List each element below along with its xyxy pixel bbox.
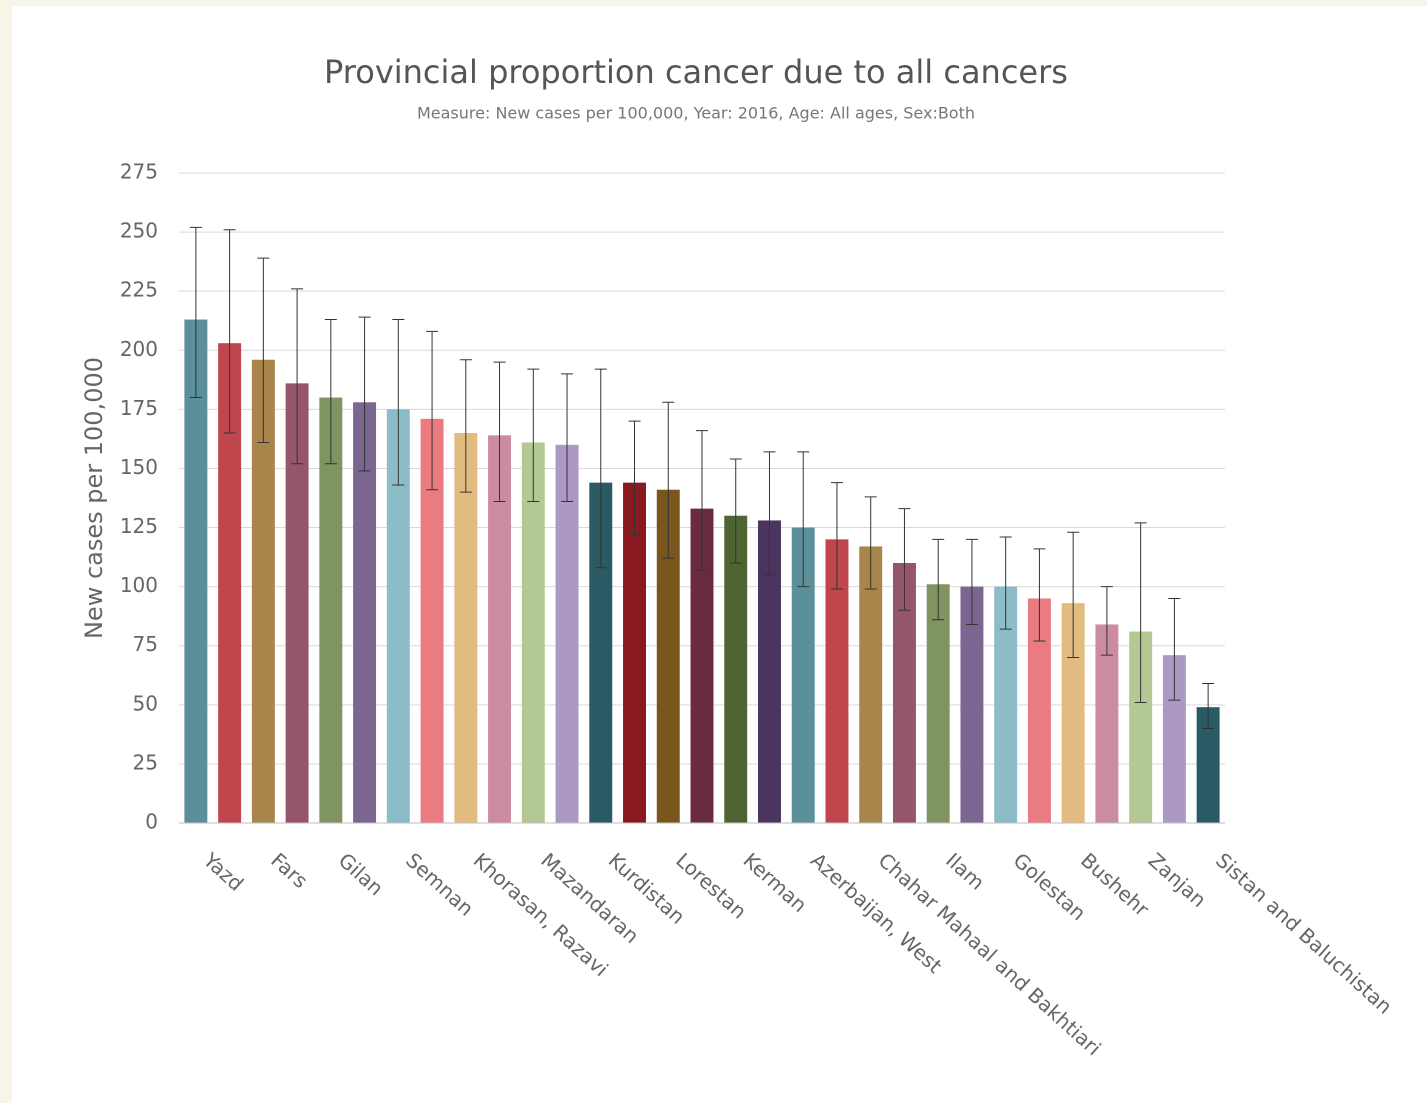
bar bbox=[454, 433, 478, 823]
error-bar bbox=[189, 226, 202, 399]
bar bbox=[656, 489, 680, 823]
bar bbox=[960, 586, 984, 823]
error-bar bbox=[493, 361, 506, 503]
chart-subtitle: Measure: New cases per 100,000, Year: 20… bbox=[417, 104, 975, 123]
bar bbox=[184, 319, 208, 823]
y-tick-label: 175 bbox=[120, 396, 158, 420]
error-bar bbox=[830, 482, 843, 590]
error-bar bbox=[965, 538, 978, 625]
error-bar bbox=[1168, 597, 1181, 701]
bar bbox=[251, 359, 275, 823]
y-tick-label: 75 bbox=[133, 632, 158, 656]
bar bbox=[892, 563, 916, 823]
y-tick-label: 0 bbox=[145, 810, 158, 834]
error-bar bbox=[1202, 683, 1215, 729]
error-bar bbox=[324, 319, 337, 465]
error-bar bbox=[932, 538, 945, 621]
error-bar bbox=[459, 359, 472, 493]
bar bbox=[420, 418, 444, 823]
error-bar bbox=[1067, 531, 1080, 659]
error-bar bbox=[426, 330, 439, 491]
y-tick-label: 225 bbox=[120, 278, 158, 302]
error-bar bbox=[628, 420, 641, 536]
bar bbox=[1027, 598, 1051, 823]
y-tick-label: 25 bbox=[133, 750, 158, 774]
bar bbox=[521, 442, 545, 823]
error-bar bbox=[797, 451, 810, 588]
error-bar bbox=[1100, 586, 1113, 656]
error-bar bbox=[696, 430, 708, 571]
bar bbox=[623, 482, 646, 823]
y-tick-label: 200 bbox=[120, 337, 158, 361]
bar bbox=[1095, 624, 1119, 823]
bar bbox=[724, 515, 748, 823]
error-bar bbox=[392, 319, 405, 486]
y-tick-label: 250 bbox=[120, 219, 158, 243]
bar bbox=[555, 444, 579, 823]
y-tick-label: 50 bbox=[133, 691, 158, 715]
bar bbox=[859, 546, 883, 823]
error-bar bbox=[223, 229, 236, 434]
bar bbox=[488, 435, 512, 823]
y-tick-label: 100 bbox=[120, 573, 158, 597]
bar bbox=[285, 383, 309, 823]
bar bbox=[218, 343, 242, 823]
error-bar bbox=[1033, 548, 1046, 642]
bar bbox=[690, 508, 714, 823]
error-bar bbox=[729, 458, 742, 564]
bar bbox=[1162, 655, 1186, 823]
bar bbox=[994, 586, 1018, 823]
bar bbox=[1196, 707, 1220, 823]
error-bar bbox=[898, 508, 911, 611]
error-bar bbox=[358, 316, 371, 472]
bar bbox=[825, 539, 849, 823]
error-bar bbox=[999, 536, 1012, 630]
bar bbox=[926, 584, 950, 823]
error-bar bbox=[763, 451, 776, 576]
error-bar bbox=[594, 368, 607, 569]
error-bar bbox=[662, 401, 675, 559]
error-bar bbox=[291, 288, 304, 465]
bar bbox=[758, 520, 781, 823]
error-bar bbox=[561, 373, 574, 503]
y-tick-label: 150 bbox=[120, 455, 158, 479]
bar bbox=[1061, 603, 1085, 823]
bar bbox=[319, 397, 343, 823]
error-bar bbox=[1134, 522, 1147, 703]
error-bar bbox=[864, 496, 877, 590]
error-bar bbox=[257, 257, 270, 443]
y-tick-label: 125 bbox=[120, 514, 158, 538]
bar bbox=[791, 527, 815, 823]
chart-background bbox=[12, 6, 1427, 1103]
bar bbox=[1129, 631, 1153, 823]
y-tick-label: 275 bbox=[120, 160, 158, 184]
bar bbox=[353, 402, 377, 823]
chart-title: Provincial proportion cancer due to all … bbox=[324, 53, 1068, 91]
bar bbox=[386, 409, 410, 823]
error-bar bbox=[527, 368, 540, 503]
y-axis-label: New cases per 100,000 bbox=[80, 357, 108, 639]
